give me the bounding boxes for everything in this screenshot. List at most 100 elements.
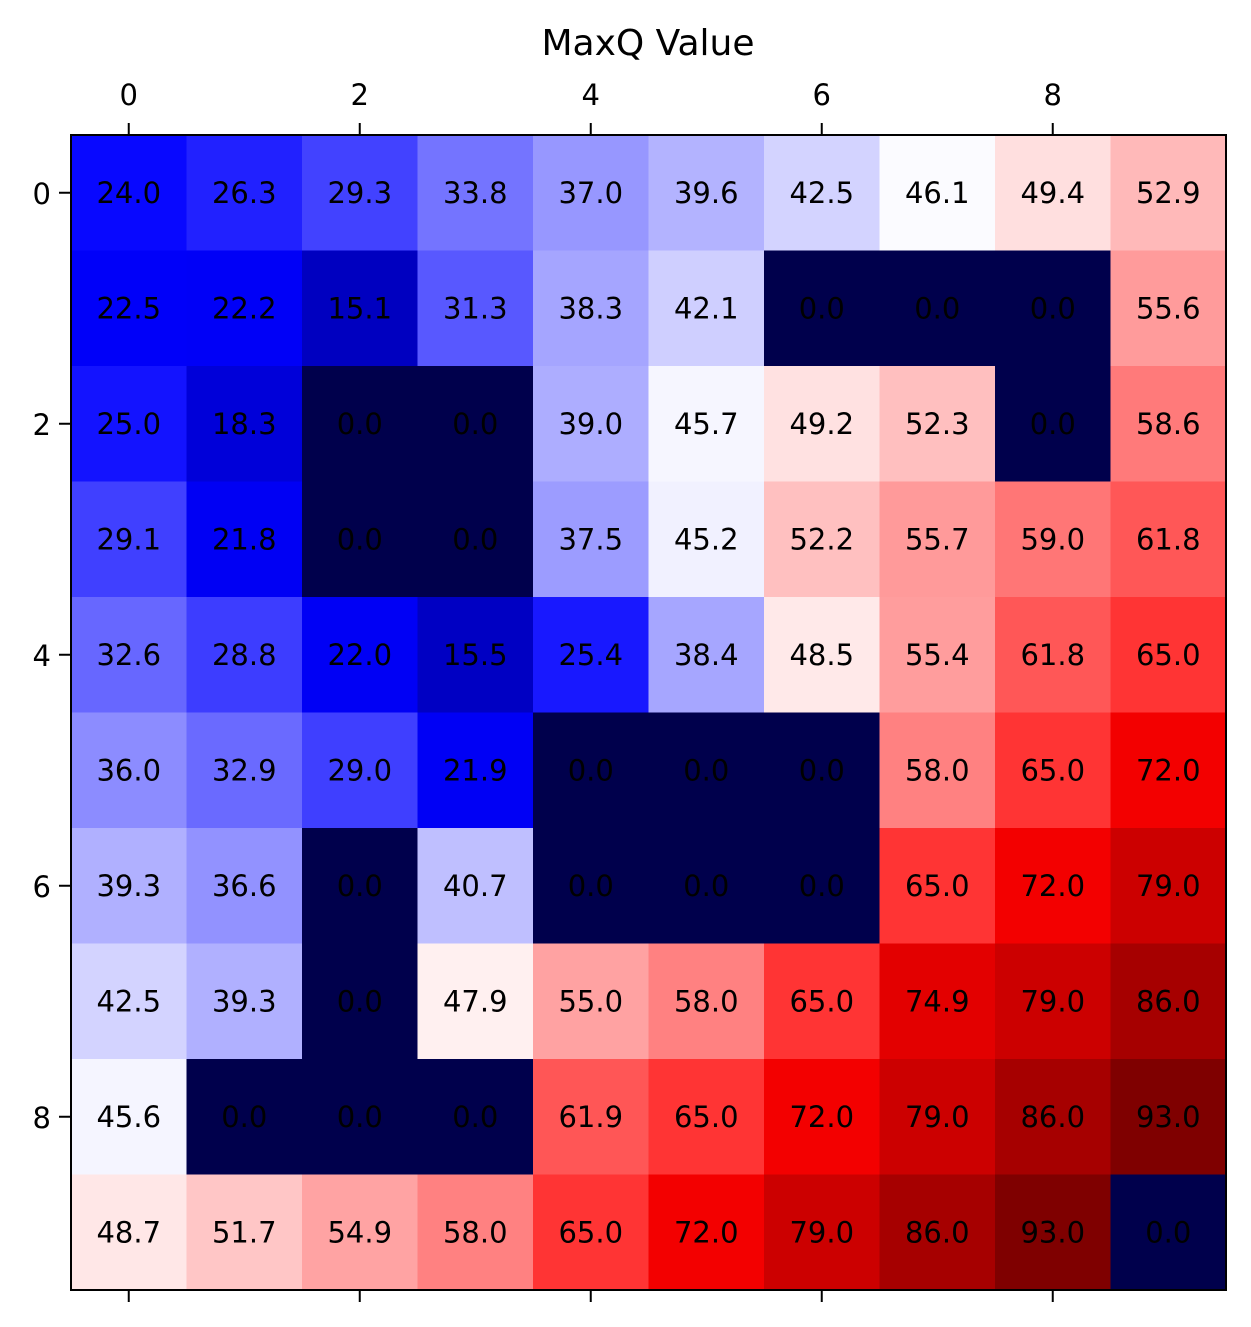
heatmap-cell-label: 0.0 xyxy=(1030,291,1076,325)
heatmap-cell xyxy=(764,597,881,714)
heatmap-cell-label: 22.0 xyxy=(327,638,392,672)
heatmap-cell-label: 79.0 xyxy=(905,1100,970,1134)
heatmap-cell-label: 32.9 xyxy=(212,753,277,787)
heatmap-cell xyxy=(186,366,303,483)
heatmap-cell xyxy=(1110,250,1227,367)
y-tick-label: 8 xyxy=(33,1101,51,1135)
heatmap-cell xyxy=(71,481,188,598)
heatmap-cell xyxy=(764,366,881,483)
heatmap-cell-label: 48.5 xyxy=(789,638,854,672)
heatmap-cell-label: 52.3 xyxy=(905,407,970,441)
heatmap-cell-label: 0.0 xyxy=(799,291,845,325)
heatmap-cell-label: 55.7 xyxy=(905,522,970,556)
heatmap-cell xyxy=(995,943,1112,1060)
heatmap-cell-label: 55.4 xyxy=(905,638,970,672)
heatmap-cell-label: 65.0 xyxy=(558,1215,623,1249)
heatmap-cell xyxy=(995,481,1112,598)
heatmap-cell-label: 39.6 xyxy=(674,176,739,210)
heatmap-cell xyxy=(186,481,303,598)
heatmap-cell xyxy=(533,597,650,714)
heatmap-cell-label: 58.0 xyxy=(674,984,739,1018)
heatmap-cell xyxy=(71,828,188,945)
heatmap-cell-label: 58.6 xyxy=(1136,407,1201,441)
heatmap-cell-label: 0.0 xyxy=(337,407,383,441)
heatmap-cell xyxy=(302,366,419,483)
heatmap-cell xyxy=(995,597,1112,714)
heatmap-cell xyxy=(1110,1059,1227,1176)
heatmap-cell-label: 0.0 xyxy=(799,869,845,903)
heatmap-cell xyxy=(302,828,419,945)
heatmap-cell xyxy=(533,828,650,945)
heatmap-cell xyxy=(71,943,188,1060)
heatmap-cell-label: 0.0 xyxy=(452,1100,498,1134)
heatmap-cell xyxy=(71,1174,188,1291)
heatmap-cell xyxy=(1110,828,1227,945)
heatmap-cell xyxy=(879,1174,996,1291)
heatmap-cell xyxy=(764,1059,881,1176)
heatmap-cell-label: 0.0 xyxy=(337,522,383,556)
heatmap-cell xyxy=(995,366,1112,483)
heatmap-cell-label: 21.8 xyxy=(212,522,277,556)
heatmap-cell-label: 79.0 xyxy=(1136,869,1201,903)
x-tick-label: 2 xyxy=(351,78,369,112)
heatmap-cell-label: 0.0 xyxy=(452,522,498,556)
heatmap-cell-label: 15.1 xyxy=(327,291,392,325)
heatmap-cell xyxy=(417,1174,534,1291)
x-axis-bottom xyxy=(127,1290,1054,1302)
heatmap-cell xyxy=(417,135,534,252)
heatmap-cell xyxy=(879,481,996,598)
heatmap-cell xyxy=(1110,597,1227,714)
heatmap-cell-label: 29.1 xyxy=(96,522,161,556)
heatmap-cell xyxy=(533,250,650,367)
heatmap-cell-label: 45.2 xyxy=(674,522,739,556)
heatmap-cell-label: 72.0 xyxy=(789,1100,854,1134)
heatmap-cell-label: 65.0 xyxy=(1136,638,1201,672)
heatmap-cell-label: 0.0 xyxy=(568,869,614,903)
heatmap-cell xyxy=(71,366,188,483)
heatmap-cell-label: 49.2 xyxy=(789,407,854,441)
heatmap-cell xyxy=(648,1174,765,1291)
heatmap-cell-label: 36.6 xyxy=(212,869,277,903)
heatmap-cell xyxy=(302,597,419,714)
heatmap-cell-label: 45.7 xyxy=(674,407,739,441)
plot-frame xyxy=(70,134,1227,1291)
heatmap-cell xyxy=(995,828,1112,945)
heatmap-cell xyxy=(71,135,188,252)
heatmap-cell-label: 49.4 xyxy=(1020,176,1085,210)
y-tick-label: 0 xyxy=(33,177,51,211)
heatmap-cells xyxy=(71,135,1227,1291)
heatmap-cell xyxy=(764,828,881,945)
heatmap-cell-label: 29.0 xyxy=(327,753,392,787)
heatmap-cell-label: 47.9 xyxy=(443,984,508,1018)
heatmap-cell xyxy=(879,712,996,829)
heatmap-cell xyxy=(302,943,419,1060)
heatmap-cell xyxy=(186,250,303,367)
heatmap-cell xyxy=(995,135,1112,252)
heatmap-cell-label: 93.0 xyxy=(1136,1100,1201,1134)
heatmap-cell-label: 0.0 xyxy=(683,869,729,903)
heatmap-cell-label: 18.3 xyxy=(212,407,277,441)
heatmap-cell xyxy=(186,712,303,829)
heatmap-cell xyxy=(648,828,765,945)
heatmap-cell xyxy=(71,712,188,829)
heatmap-cell xyxy=(417,828,534,945)
heatmap-cell xyxy=(1110,1174,1227,1291)
heatmap-cell-label: 0.0 xyxy=(337,1100,383,1134)
heatmap-cell xyxy=(764,712,881,829)
heatmap-cell-label: 32.6 xyxy=(96,638,161,672)
heatmap-cell xyxy=(186,1174,303,1291)
heatmap-cell-label: 0.0 xyxy=(452,407,498,441)
heatmap-cell-label: 48.7 xyxy=(96,1215,161,1249)
heatmap-cell-label: 36.0 xyxy=(96,753,161,787)
heatmap-cell xyxy=(764,481,881,598)
heatmap-cell-label: 42.5 xyxy=(96,984,161,1018)
heatmap-cell xyxy=(533,135,650,252)
x-tick-label: 4 xyxy=(582,78,600,112)
heatmap-cell xyxy=(417,366,534,483)
heatmap-cell-label: 0.0 xyxy=(914,291,960,325)
heatmap-cell-label: 0.0 xyxy=(1030,407,1076,441)
heatmap-cell-label: 0.0 xyxy=(683,753,729,787)
x-tick-label: 6 xyxy=(813,78,831,112)
heatmap-cell-label: 26.3 xyxy=(212,176,277,210)
